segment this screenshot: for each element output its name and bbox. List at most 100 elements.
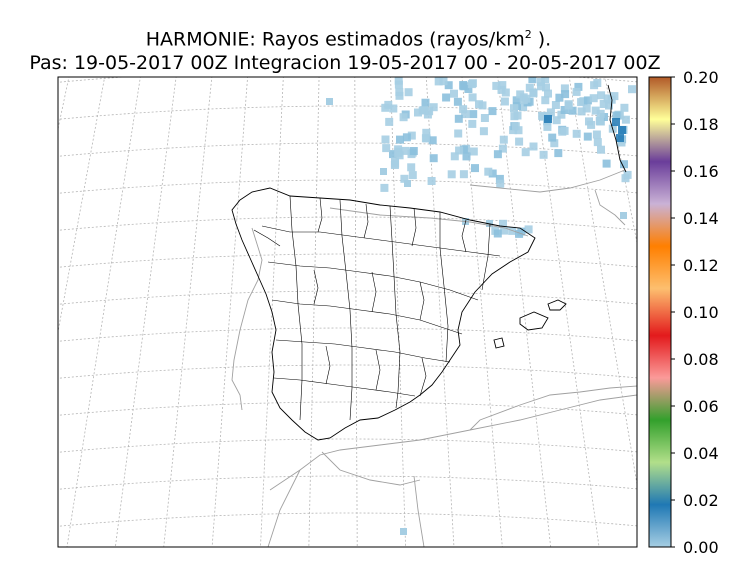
lightning-cell <box>500 97 509 106</box>
lightning-cell <box>510 104 518 113</box>
lightning-cell <box>459 170 468 179</box>
lightning-cell <box>542 83 550 92</box>
lightning-cell <box>326 98 333 105</box>
lightning-cell <box>591 106 600 115</box>
lightning-cell <box>579 97 588 106</box>
lightning-cell <box>528 77 537 84</box>
meridian-line <box>58 77 106 335</box>
lightning-cell <box>408 171 417 180</box>
lightning-cell <box>459 81 468 89</box>
lightning-cell <box>389 104 398 113</box>
lightning-cell <box>421 134 430 143</box>
colorbar-tick-label: 0.04 <box>683 444 719 463</box>
meridian-line <box>390 77 406 547</box>
colorbar-tick-label: 0.10 <box>683 303 719 322</box>
coastline <box>231 84 627 441</box>
lightning-cell <box>550 139 559 148</box>
lightning-cell <box>529 142 538 151</box>
lightning-cell-strong <box>616 134 624 142</box>
lightning-cell <box>407 163 416 172</box>
lightning-cell <box>434 77 443 86</box>
lightning-cell <box>582 104 591 113</box>
lightning-cell <box>529 89 538 98</box>
meridian-line <box>114 77 177 547</box>
map-title: HARMONIE: Rayos estimados (rayos/km2 ). <box>0 28 697 50</box>
lightning-cell <box>512 96 521 105</box>
parallel-line <box>58 327 637 342</box>
parallel-line <box>58 364 637 379</box>
lightning-cell <box>480 114 489 122</box>
lightning-cell <box>572 87 581 96</box>
parallel-line <box>40 550 660 565</box>
lightning-cell <box>499 219 507 228</box>
lightning-cell <box>439 77 448 86</box>
lightning-cell <box>537 82 545 91</box>
lightning-cell <box>617 138 626 147</box>
lightning-cell <box>395 151 404 160</box>
lightning-cell <box>621 115 630 124</box>
lightning-cell <box>469 147 478 156</box>
lightning-cell <box>596 109 605 118</box>
colorbar-tick-label: 0.20 <box>683 68 719 87</box>
lightning-cell <box>583 96 592 105</box>
lightning-cell <box>391 159 400 168</box>
meridian-line <box>58 77 70 131</box>
lightning-cell <box>620 212 627 219</box>
lightning-cells <box>326 77 636 535</box>
lightning-cell <box>568 106 577 115</box>
lightning-cell <box>382 144 391 153</box>
lightning-cell <box>599 100 608 108</box>
lightning-cell <box>462 152 471 161</box>
lightning-cell <box>605 101 613 110</box>
lightning-cell <box>467 80 476 89</box>
map-subtitle: Pas: 19-05-2017 00Z Integracion 19-05-20… <box>29 52 661 74</box>
lightning-cell <box>603 94 612 103</box>
lightning-cell <box>381 103 390 112</box>
lightning-cell <box>516 90 525 99</box>
lightning-cell <box>515 229 524 238</box>
lightning-cell <box>612 111 621 120</box>
lightning-cell <box>587 120 596 129</box>
colorbar-tick-label: 0.12 <box>683 256 719 275</box>
lightning-cell <box>620 160 628 169</box>
lightning-cell <box>560 126 569 135</box>
colorbar-gradient <box>648 76 672 548</box>
parallel-line <box>58 253 637 268</box>
lightning-cell <box>459 145 468 154</box>
lightning-cell <box>497 85 506 94</box>
meridian-line <box>163 77 213 547</box>
lightning-cell <box>592 130 601 139</box>
parallel-line <box>58 438 637 453</box>
meridian-line <box>308 77 320 547</box>
lightning-cell <box>484 167 493 176</box>
lightning-cell <box>488 169 497 178</box>
colorbar-tick-label: 0.18 <box>683 115 719 134</box>
lightning-cell <box>395 91 404 100</box>
lightning-cell <box>510 112 519 121</box>
meridian-line <box>260 77 284 547</box>
lightning-cell <box>498 81 507 90</box>
lightning-cell <box>407 131 416 140</box>
lightning-cell <box>564 101 573 110</box>
lightning-cell <box>464 85 473 93</box>
lightning-cell <box>602 159 611 168</box>
meridian-line <box>354 77 358 547</box>
lightning-cell <box>450 89 458 98</box>
lightning-cell <box>488 107 497 116</box>
lightning-cell <box>541 96 550 105</box>
lightning-cell <box>468 93 477 102</box>
lightning-cell <box>454 129 463 138</box>
lightning-cell <box>574 82 583 91</box>
lightning-cell <box>538 111 547 120</box>
lightning-cell <box>427 177 436 185</box>
lightning-cell <box>475 100 483 109</box>
lightning-cell <box>583 132 592 141</box>
lightning-cell <box>396 135 404 144</box>
lightning-cell <box>429 103 438 112</box>
lightning-cell <box>454 114 463 123</box>
parallel-line <box>58 512 637 527</box>
lightning-cell <box>628 85 636 94</box>
lightning-cell <box>551 101 560 109</box>
lightning-cell <box>400 528 407 535</box>
lightning-cell <box>447 170 456 179</box>
